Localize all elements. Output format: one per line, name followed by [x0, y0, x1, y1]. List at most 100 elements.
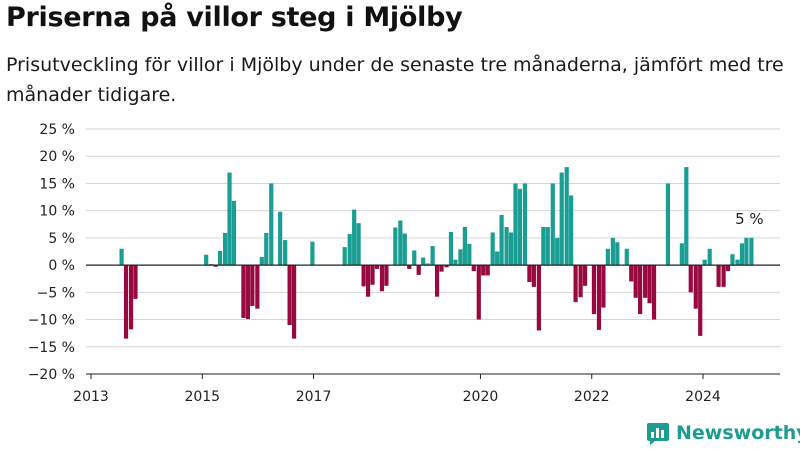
y-tick-label: 20 % — [39, 149, 75, 165]
bar — [434, 265, 440, 297]
bar — [128, 265, 134, 330]
bar — [624, 248, 629, 266]
bar — [739, 243, 745, 266]
bar — [531, 265, 536, 287]
y-tick-label: 15 % — [39, 176, 75, 192]
bar — [615, 242, 620, 266]
bar — [522, 183, 528, 266]
bar — [749, 237, 754, 266]
bar — [481, 265, 486, 276]
bar — [204, 254, 209, 266]
bar — [241, 265, 246, 318]
bar — [716, 265, 721, 287]
bar — [643, 265, 648, 298]
bar — [596, 265, 602, 330]
bar — [564, 167, 569, 266]
bar — [361, 265, 366, 287]
x-tick-label: 2022 — [574, 389, 610, 405]
bar — [269, 183, 274, 266]
bar — [490, 232, 495, 266]
y-tick-label: 0 % — [48, 258, 75, 274]
bar — [119, 248, 124, 266]
bar — [370, 265, 375, 285]
bar — [291, 265, 297, 339]
bar — [647, 265, 652, 304]
bar — [283, 240, 288, 266]
bar — [744, 237, 749, 266]
x-tick-label: 2020 — [463, 389, 499, 405]
bar — [541, 227, 546, 266]
bar — [352, 209, 357, 266]
bar — [591, 265, 597, 315]
bar — [259, 256, 264, 266]
newsworthy-logo-icon — [647, 423, 669, 445]
bar — [407, 265, 412, 269]
bar — [638, 265, 643, 315]
bar — [374, 265, 380, 269]
bar — [217, 250, 223, 266]
bar — [222, 232, 228, 266]
bar — [448, 231, 454, 266]
bar — [688, 265, 693, 293]
y-tick-label: 25 % — [39, 122, 75, 138]
bar — [702, 259, 707, 266]
bar — [421, 257, 426, 266]
bar — [582, 265, 588, 286]
bar — [310, 241, 315, 266]
bar — [536, 265, 541, 331]
bar — [730, 254, 735, 266]
bar — [245, 265, 250, 320]
bar — [287, 265, 292, 325]
bar — [735, 259, 740, 266]
y-tick-label: −5 % — [37, 285, 75, 301]
newsworthy-logo: Newsworthy — [646, 420, 800, 446]
bar — [578, 265, 583, 298]
bar — [508, 232, 514, 266]
bar — [693, 265, 698, 309]
bar — [605, 248, 610, 266]
y-tick-label: 5 % — [48, 231, 75, 247]
bar — [430, 246, 435, 266]
bar — [545, 227, 550, 266]
bar — [227, 172, 232, 266]
bar — [555, 237, 560, 266]
bar — [633, 265, 638, 298]
bar — [504, 227, 509, 266]
last-value-label: 5 % — [735, 210, 764, 228]
x-tick-label: 2013 — [73, 389, 109, 405]
chart-subtitle: Prisutveckling för villor i Mjölby under… — [6, 54, 784, 106]
bar — [476, 265, 481, 320]
x-tick-label: 2017 — [296, 389, 332, 405]
bar — [123, 265, 129, 339]
bar — [725, 265, 731, 272]
chart-title: Priserna på villor steg i Mjölby — [6, 2, 463, 33]
bar — [231, 200, 237, 266]
y-tick-label: 10 % — [39, 204, 75, 220]
bar — [365, 265, 371, 297]
bar — [550, 183, 555, 266]
bar — [278, 211, 283, 266]
bar — [412, 250, 417, 266]
bar — [499, 215, 504, 266]
bar — [569, 195, 574, 266]
bar — [444, 265, 449, 268]
bar — [425, 263, 430, 266]
bar — [439, 265, 444, 272]
bar — [495, 251, 500, 266]
bar — [398, 220, 403, 266]
bar — [721, 265, 726, 287]
bar — [458, 249, 463, 266]
bar — [601, 265, 606, 308]
bar — [527, 265, 532, 282]
bar — [517, 188, 523, 266]
bar — [679, 243, 684, 266]
bar — [684, 167, 689, 266]
y-tick-label: −15 % — [28, 340, 75, 356]
bar — [347, 234, 352, 266]
bar — [513, 183, 518, 266]
x-tick-label: 2015 — [184, 389, 220, 405]
bar — [467, 243, 472, 266]
bar — [651, 265, 657, 320]
bar — [133, 265, 138, 299]
